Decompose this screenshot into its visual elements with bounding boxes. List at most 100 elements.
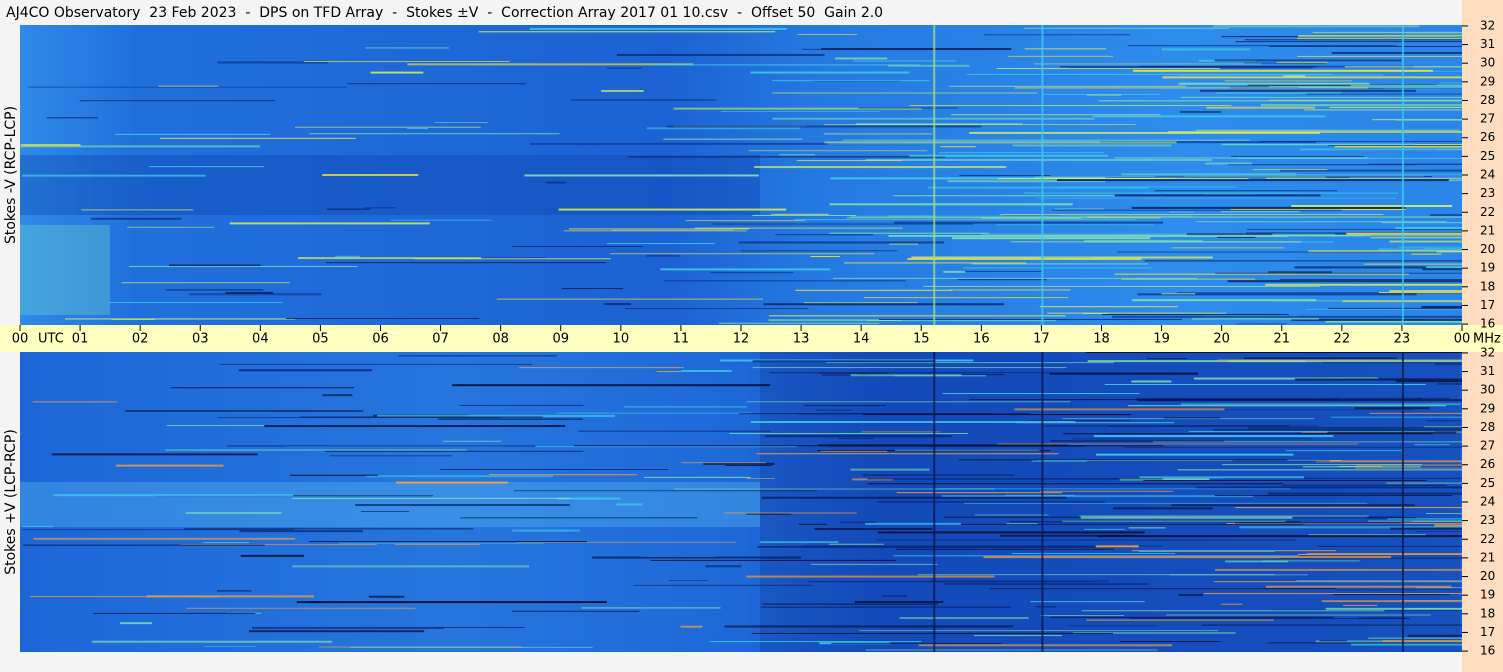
streak — [395, 543, 480, 545]
streak — [1093, 435, 1334, 438]
streak — [1073, 409, 1414, 411]
streak — [867, 483, 1284, 485]
streak — [79, 100, 275, 102]
streak — [943, 270, 966, 273]
streak — [983, 34, 1131, 36]
streak — [961, 270, 1042, 272]
streak — [796, 160, 903, 162]
streak — [1023, 192, 1399, 194]
streak — [681, 462, 766, 464]
streak — [1137, 399, 1462, 402]
streak — [157, 495, 434, 497]
streak — [1427, 420, 1462, 422]
streak — [1010, 521, 1301, 523]
streak — [1350, 84, 1462, 86]
streak — [1354, 467, 1462, 469]
streak — [858, 107, 959, 109]
streak — [561, 288, 624, 290]
streak — [159, 137, 356, 139]
streak — [1439, 82, 1462, 84]
streak — [718, 322, 880, 324]
frequency-tick-label: 23 — [1480, 513, 1495, 527]
streak — [824, 141, 1177, 144]
streak — [186, 607, 416, 609]
streak — [512, 529, 580, 532]
streak — [746, 401, 1071, 403]
panel-label: Stokes +V (LCP-RCP) — [3, 429, 19, 575]
streak — [917, 574, 1276, 576]
streak — [1128, 527, 1166, 529]
streak — [628, 156, 946, 158]
frequency-tick-label: 18 — [1480, 279, 1495, 293]
streak — [1006, 523, 1038, 525]
streak — [1069, 625, 1158, 627]
streak — [889, 243, 919, 245]
streak — [1298, 86, 1462, 88]
streak — [21, 174, 206, 177]
streak — [881, 595, 907, 597]
streak — [1319, 640, 1348, 642]
streak — [185, 511, 282, 514]
streak — [325, 262, 606, 264]
streak — [23, 544, 265, 546]
streak — [1234, 522, 1402, 524]
plots — [20, 25, 1462, 652]
streak — [252, 626, 445, 629]
streak — [1050, 616, 1333, 618]
streak — [1414, 444, 1450, 446]
streak — [1162, 76, 1462, 79]
streak — [1008, 55, 1113, 57]
streak — [760, 541, 839, 544]
streak — [203, 542, 250, 544]
streak — [1291, 204, 1453, 207]
streak — [1217, 359, 1462, 361]
streak — [407, 63, 694, 66]
streak — [1351, 643, 1462, 646]
streak — [1050, 440, 1225, 442]
frequency-tick-label: 16 — [1480, 644, 1495, 658]
streak — [170, 387, 355, 389]
streak — [459, 404, 584, 406]
streak — [1087, 216, 1462, 218]
streak — [1227, 164, 1417, 166]
interference-line — [1401, 25, 1404, 325]
streak — [1206, 106, 1316, 109]
streak — [705, 565, 742, 568]
streak — [1084, 528, 1125, 530]
streak — [949, 289, 1071, 291]
streak — [1030, 601, 1145, 603]
streak — [763, 303, 1005, 306]
streak — [570, 99, 717, 101]
streak — [1097, 535, 1462, 538]
streak — [941, 495, 1254, 498]
streak — [1072, 632, 1236, 634]
streak — [1377, 248, 1462, 251]
streak — [616, 53, 825, 56]
streak — [1112, 315, 1462, 318]
streak — [1214, 59, 1402, 62]
streak — [746, 478, 775, 480]
streak — [578, 430, 772, 432]
streak — [1080, 516, 1293, 519]
streak — [823, 133, 933, 135]
dark-band — [20, 155, 760, 215]
frequency-tick-label: 26 — [1480, 457, 1495, 471]
streak — [322, 173, 419, 176]
streak — [108, 301, 283, 303]
streak — [1087, 360, 1306, 363]
streak — [933, 445, 1164, 447]
frequency-tick-label: 20 — [1480, 569, 1495, 583]
streak — [1041, 93, 1160, 95]
streak — [909, 105, 1232, 107]
streak — [557, 497, 621, 500]
streak — [169, 264, 261, 267]
time-tick-label: 12 — [733, 332, 750, 347]
streak — [997, 443, 1358, 445]
streak — [1304, 109, 1462, 111]
streak — [1390, 527, 1462, 530]
streak — [1382, 222, 1462, 224]
streak — [439, 469, 669, 471]
streak — [772, 80, 930, 82]
time-tick-label: 22 — [1334, 332, 1351, 347]
